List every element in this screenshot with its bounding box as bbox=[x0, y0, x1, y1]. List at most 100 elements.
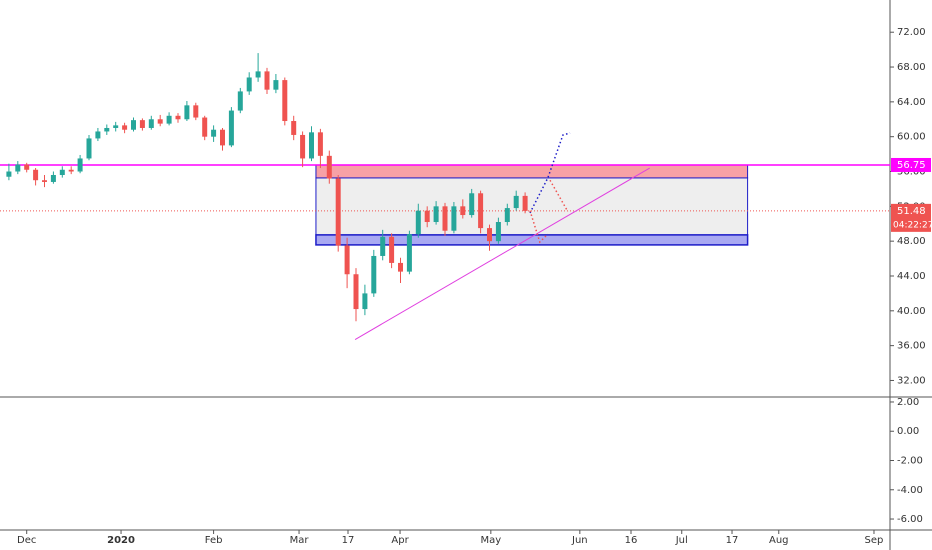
candle-body bbox=[220, 129, 225, 146]
y-tick-label: 48.00 bbox=[897, 236, 926, 247]
candle-body bbox=[24, 164, 30, 170]
candle-body bbox=[317, 132, 323, 156]
candle-body bbox=[264, 71, 270, 90]
countdown-label: 04:22:27 bbox=[893, 220, 932, 230]
candle-body bbox=[513, 195, 519, 209]
x-tick-label: Apr bbox=[391, 535, 409, 546]
candle-body bbox=[398, 262, 403, 272]
candle-body bbox=[68, 169, 74, 172]
horizontal-line-tag bbox=[891, 157, 931, 172]
y-tick-label: 72.00 bbox=[897, 27, 926, 38]
candle-body bbox=[184, 105, 190, 120]
candle-body bbox=[6, 171, 12, 177]
y-tick-label: 60.00 bbox=[897, 132, 926, 143]
candle-body bbox=[487, 228, 492, 242]
candle-body bbox=[371, 255, 377, 294]
candle-body bbox=[309, 132, 314, 159]
candle-body bbox=[353, 274, 359, 310]
candle-body bbox=[15, 164, 21, 172]
candle-body bbox=[380, 236, 386, 256]
horizontal-line-label: 56.75 bbox=[897, 160, 926, 171]
candle-body bbox=[211, 129, 217, 137]
candle-body bbox=[326, 155, 332, 179]
candle-body bbox=[406, 234, 412, 272]
candle-body bbox=[202, 117, 208, 137]
lower-y-tick-label: 2.00 bbox=[897, 397, 919, 408]
candle-body bbox=[228, 110, 234, 146]
zone-band bbox=[315, 177, 749, 236]
candle-body bbox=[335, 178, 341, 246]
candle-body bbox=[77, 158, 83, 172]
lower-y-tick-label: -2.00 bbox=[897, 456, 923, 467]
candle-body bbox=[291, 121, 297, 135]
lower-y-tick-label: 0.00 bbox=[897, 426, 919, 437]
x-tick-label: 17 bbox=[726, 535, 739, 546]
candle-body bbox=[442, 206, 448, 231]
candle-body bbox=[424, 210, 430, 223]
x-tick-label: Jun bbox=[571, 535, 588, 546]
zone-band bbox=[315, 164, 749, 179]
x-tick-label: Aug bbox=[769, 535, 789, 546]
candle-body bbox=[113, 125, 119, 128]
candle-body bbox=[504, 208, 510, 223]
x-tick-label: Feb bbox=[205, 535, 223, 546]
candle-body bbox=[522, 195, 528, 211]
candle-body bbox=[389, 236, 395, 263]
candle-body bbox=[33, 169, 39, 181]
candle-body bbox=[255, 71, 261, 78]
lower-y-tick-label: -4.00 bbox=[897, 485, 923, 496]
candle-body bbox=[42, 180, 47, 182]
zone-band bbox=[315, 234, 749, 246]
candle-body bbox=[148, 119, 154, 128]
candle-body bbox=[139, 120, 145, 128]
candle-body bbox=[95, 131, 101, 139]
x-tick-label: Jul bbox=[675, 535, 688, 546]
candle-body bbox=[237, 91, 243, 111]
candle-body bbox=[433, 206, 439, 223]
x-tick-label: 16 bbox=[625, 535, 638, 546]
projection bbox=[529, 210, 549, 244]
candle-body bbox=[451, 206, 457, 231]
lower-y-tick-label: -6.00 bbox=[897, 514, 923, 525]
candle-body bbox=[300, 134, 306, 159]
y-tick-label: 68.00 bbox=[897, 62, 926, 73]
projection bbox=[529, 132, 571, 214]
x-tick-label: Dec bbox=[17, 535, 36, 546]
y-tick-label: 40.00 bbox=[897, 306, 926, 317]
y-tick-label: 36.00 bbox=[897, 341, 926, 352]
candle-body bbox=[175, 115, 181, 120]
candle-body bbox=[478, 193, 484, 229]
y-tick-label: 32.00 bbox=[897, 375, 926, 386]
y-tick-label: 44.00 bbox=[897, 271, 926, 282]
candle-body bbox=[166, 115, 172, 124]
x-tick-label: Mar bbox=[290, 535, 310, 546]
x-tick-label: Sep bbox=[865, 535, 884, 546]
candle-body bbox=[157, 119, 163, 124]
last-price-tag bbox=[891, 203, 931, 232]
x-tick-label: May bbox=[480, 535, 501, 546]
y-tick-label: 56.00 bbox=[897, 167, 926, 178]
trend-line bbox=[354, 167, 650, 340]
y-tick-label: 64.00 bbox=[897, 97, 926, 108]
candle-body bbox=[131, 120, 136, 130]
candle-body bbox=[415, 210, 421, 235]
candle-body bbox=[344, 245, 350, 275]
candle-body bbox=[193, 105, 199, 118]
candle-body bbox=[273, 80, 279, 90]
x-tick-label: 17 bbox=[342, 535, 355, 546]
candle-body bbox=[469, 193, 475, 216]
candle-body bbox=[246, 77, 252, 92]
candle-body bbox=[495, 222, 501, 242]
candle-body bbox=[86, 138, 92, 159]
candle-body bbox=[362, 293, 368, 310]
candle-body bbox=[50, 174, 56, 182]
candle-body bbox=[59, 169, 65, 175]
candle-body bbox=[460, 206, 466, 216]
last-price-label: 51.48 bbox=[897, 206, 926, 217]
candle-body bbox=[122, 125, 128, 130]
candle-body bbox=[104, 127, 110, 132]
candle-body bbox=[282, 80, 288, 122]
x-tick-label: 2020 bbox=[107, 535, 135, 546]
